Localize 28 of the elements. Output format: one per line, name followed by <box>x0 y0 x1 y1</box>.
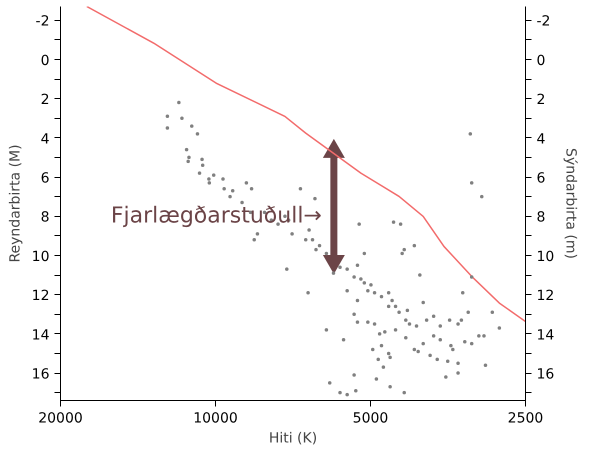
y-axis-title: Reyndarbirta (M) <box>8 144 24 263</box>
y-tick-label: 4 <box>40 131 50 148</box>
y2-tick-label: 12 <box>536 288 554 304</box>
x-tick-label: 10000 <box>193 410 238 426</box>
y2-tick-label: 16 <box>536 366 554 383</box>
y-tick-label: 10 <box>32 248 50 265</box>
y2-tick-label: 6 <box>536 170 546 187</box>
y-tick-label: 0 <box>40 52 50 69</box>
annotation: Fjarlægðarstuðull→ <box>110 204 322 229</box>
x-tick-label: 5000 <box>352 410 388 426</box>
y-tick-label: 14 <box>32 327 50 344</box>
x-tick-label: 20000 <box>38 410 83 426</box>
y-tick-label: -2 <box>36 14 50 30</box>
y-tick-label: 8 <box>40 210 50 226</box>
y-tick-label: 16 <box>32 366 50 383</box>
y-tick-label: 6 <box>40 170 50 187</box>
x-axis-title: Hiti (K) <box>268 430 318 446</box>
y2-tick-label: 2 <box>536 92 546 108</box>
y2-tick-label: 0 <box>536 52 546 69</box>
x-tick-label: 2500 <box>508 410 544 426</box>
y-tick-label: 2 <box>40 92 50 108</box>
y2-tick-label: -2 <box>536 14 550 30</box>
y2-tick-label: 8 <box>536 210 546 226</box>
y2-tick-label: 14 <box>536 327 554 344</box>
y2-tick-label: 4 <box>536 131 546 148</box>
y-tick-label: 12 <box>32 288 50 304</box>
y2-axis-title: Sýndarbirta (m) <box>562 148 578 259</box>
y2-tick-label: 10 <box>536 248 554 265</box>
